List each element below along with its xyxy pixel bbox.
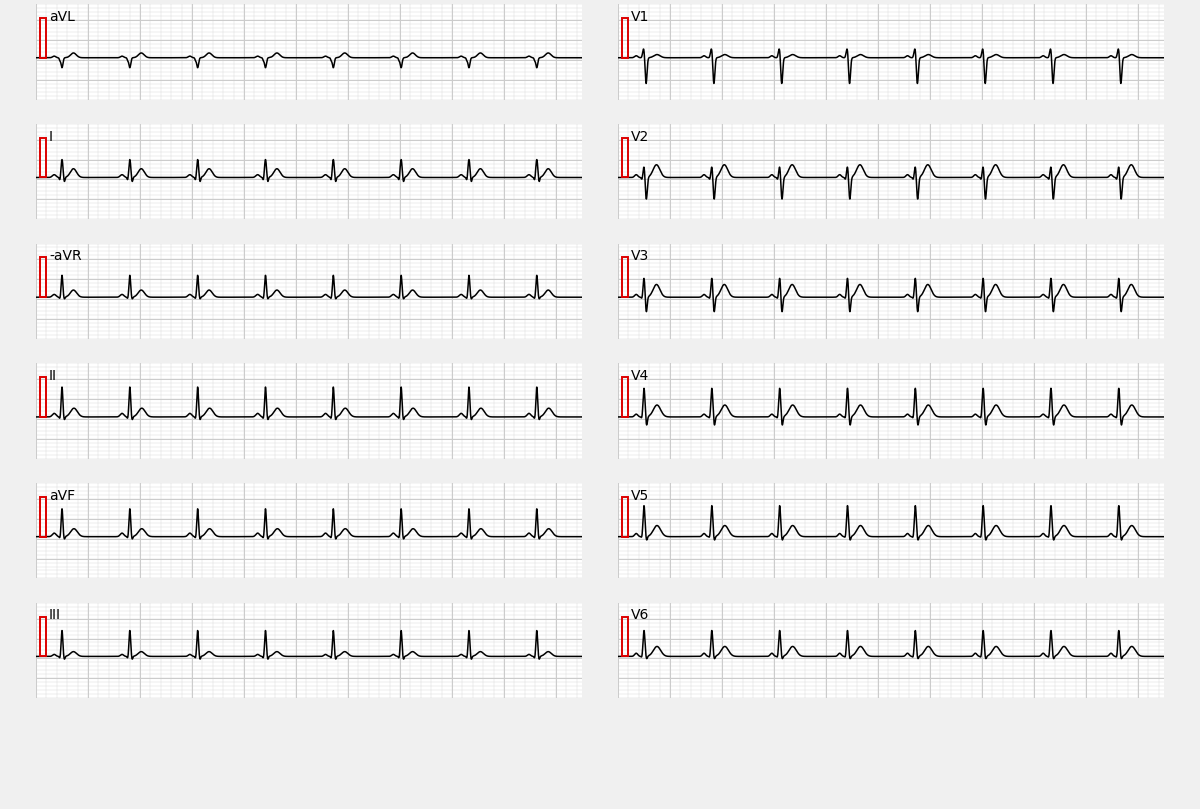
Text: V3: V3 xyxy=(631,249,649,263)
Text: -aVR: -aVR xyxy=(49,249,82,263)
Bar xyxy=(40,257,47,297)
Text: III: III xyxy=(49,608,61,622)
Bar xyxy=(40,497,47,536)
Text: V5: V5 xyxy=(631,489,649,502)
Bar xyxy=(40,616,47,656)
Text: II: II xyxy=(49,369,58,383)
Bar xyxy=(622,257,629,297)
Bar xyxy=(622,18,629,57)
Text: I: I xyxy=(49,129,53,143)
Bar xyxy=(40,138,47,177)
Text: V2: V2 xyxy=(631,129,649,143)
Bar xyxy=(622,616,629,656)
Bar xyxy=(622,377,629,417)
Text: aVL: aVL xyxy=(49,10,74,23)
Text: aVF: aVF xyxy=(49,489,76,502)
Text: V6: V6 xyxy=(631,608,649,622)
Bar xyxy=(622,138,629,177)
Bar xyxy=(40,18,47,57)
Bar xyxy=(40,377,47,417)
Bar xyxy=(622,497,629,536)
Text: V1: V1 xyxy=(631,10,649,23)
Text: V4: V4 xyxy=(631,369,649,383)
